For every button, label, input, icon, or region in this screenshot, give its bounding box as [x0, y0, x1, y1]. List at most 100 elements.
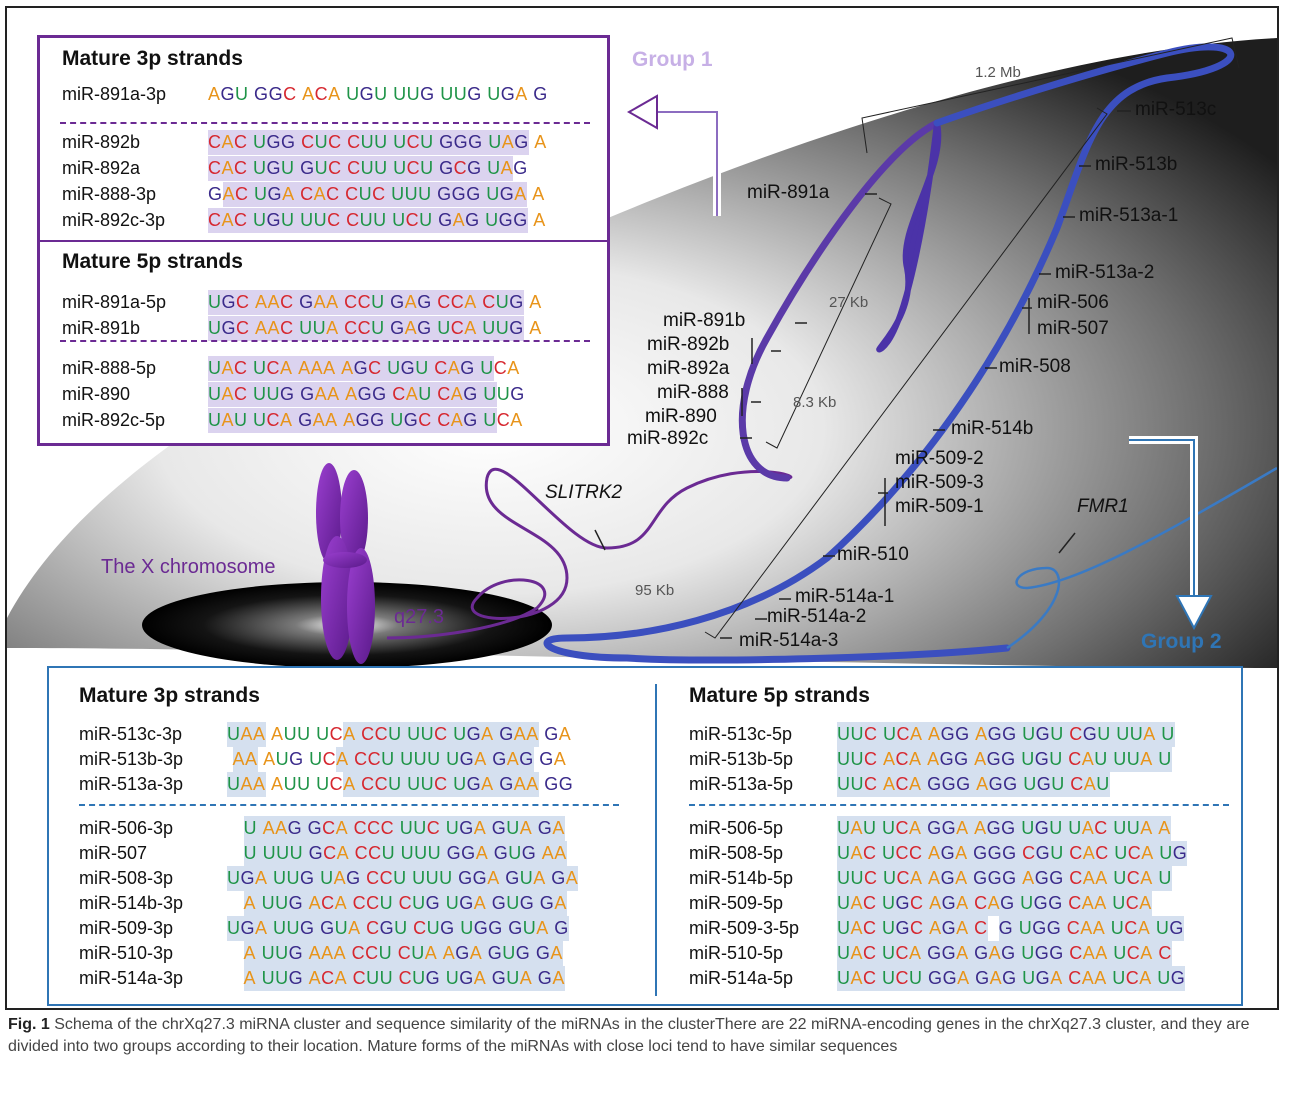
mirna-name: miR-509-3-5p — [689, 918, 800, 938]
mirna-name: miR-888-3p — [62, 184, 157, 204]
group2-arrow — [1129, 436, 1213, 631]
mirna-name: miR-888-5p — [62, 358, 157, 378]
mirna-sequence: A UUG AAA CCU CUA AGA GUG GA — [227, 941, 563, 966]
mirna-name: miR-509-3p — [79, 918, 174, 938]
locus-label: miR-510 — [837, 544, 909, 565]
locus-label: miR-513a-1 — [1079, 205, 1179, 226]
mirna-sequence: UAC UUG GAA AGG CAU CAG UUG — [208, 382, 525, 407]
caption-text: Schema of the chrXq27.3 miRNA cluster an… — [8, 1016, 1250, 1055]
mirna-sequence: U AAG GCA CCC UUC UGA GUA GA — [227, 816, 565, 841]
divider — [40, 240, 607, 242]
mirna-name: miR-892b — [62, 132, 141, 152]
caption-label: Fig. 1 — [8, 1016, 50, 1033]
locus-label: miR-892a — [647, 358, 730, 379]
locus-label: miR-514a-3 — [739, 630, 839, 651]
mirna-name: miR-514b-5p — [689, 868, 794, 888]
mirna-sequence: UGC AAC UUA CCU GAG UCA UUG A — [208, 316, 542, 341]
mirna-sequence: UUC ACA GGG AGG UGU CAU — [837, 772, 1110, 797]
mirna-sequence: UGC AAC GAA CCU GAG CCA CUG A — [208, 290, 542, 315]
mirna-name: miR-513b-3p — [79, 749, 184, 769]
divider — [689, 804, 1229, 806]
mirna-name: miR-891a-3p — [62, 84, 167, 104]
mirna-sequence: UAC UCU GGA GAG UGA CAA UCA UG — [837, 966, 1186, 991]
mirna-name: miR-510-3p — [79, 943, 174, 963]
mirna-sequence: UGA UUG UAG CCU UUU GGA GUA GA — [227, 866, 579, 891]
span-95kb — [704, 107, 1108, 639]
mirna-sequence: CAC UGU GUC CUU UCU GCG UAG — [208, 156, 528, 181]
locus-label: miR-509-2 — [895, 448, 984, 469]
mirna-name: miR-510-5p — [689, 943, 784, 963]
mirna-sequence: UGA UUG GUA CGU CUG UGG GUA G — [227, 916, 569, 941]
mirna-sequence: AGU GGC ACA UGU UUG UUG UGA G — [208, 84, 548, 104]
mirna-name: miR-513a-3p — [79, 774, 184, 794]
span-95kb-label: 95 Kb — [635, 582, 675, 599]
locus-label: miR-514a-2 — [767, 606, 867, 627]
locus-label: miR-892b — [647, 334, 730, 355]
mirna-name: miR-508-5p — [689, 843, 784, 863]
mirna-name: miR-891b — [62, 318, 141, 338]
group2-5p-heading: Mature 5p strands — [689, 684, 870, 707]
mirna-name: miR-513c-5p — [689, 724, 793, 744]
figure-frame: 1.2 Mb 27 Kb 8.3 Kb 95 Kb Group 1 Group … — [5, 6, 1279, 1010]
figure-caption: Fig. 1 Schema of the chrXq27.3 miRNA clu… — [8, 1014, 1278, 1058]
slitrk2-label: SLITRK2 — [545, 482, 623, 503]
group2-3p-heading: Mature 3p strands — [79, 684, 260, 707]
mirna-sequence: UAU UCA GGA AGG UGU UAC UUA A — [837, 816, 1171, 841]
mirna-sequence: UUC UCA AGA GGG AGG CAA UCA U — [837, 866, 1172, 891]
group2-sequence-panel: Mature 3p strands Mature 5p strands miR-… — [47, 666, 1243, 1006]
span-1-2mb — [861, 37, 1240, 154]
mirna-sequence: UUC UCA AGG AGG UGU CGU UUA U — [837, 722, 1175, 747]
locus-label: miR-506 — [1037, 292, 1109, 313]
locus-label: miR-509-3 — [895, 472, 984, 493]
group1-thread — [738, 119, 941, 482]
locus-label: miR-892c — [627, 428, 709, 449]
fmr1-thread — [1006, 466, 1277, 650]
span-8-3kb-label: 8.3 Kb — [793, 394, 837, 411]
group2-label: Group 2 — [1141, 630, 1222, 653]
locus-label: miR-513c — [1135, 99, 1217, 120]
chromosome-schematic — [7, 37, 1277, 668]
mirna-name: miR-513c-3p — [79, 724, 183, 744]
divider — [60, 122, 590, 124]
mirna-name: miR-892a — [62, 158, 141, 178]
locus-label: miR-509-1 — [895, 496, 984, 517]
mirna-sequence: A UUG ACA CCU CUG UGA GUG GA — [227, 891, 567, 916]
span-1-2mb-label: 1.2 Mb — [975, 64, 1021, 81]
mirna-sequence: UAC UCA GGA GAG UGG CAA UCA C — [837, 941, 1172, 966]
mirna-name: miR-506-5p — [689, 818, 784, 838]
mirna-name: miR-890 — [62, 384, 131, 404]
mirna-name: miR-514a-5p — [689, 968, 794, 988]
group1-arrow — [626, 94, 721, 216]
divider — [60, 340, 590, 342]
group1-3p-heading: Mature 3p strands — [62, 47, 243, 70]
mirna-sequence: UAA AUU UCA CCU UUC UGA GAA GA — [227, 722, 571, 747]
span-27kb — [765, 197, 892, 449]
mirna-sequence: A UUG ACA CUU CUG UGA GUA GA — [227, 966, 565, 991]
locus-label: miR-513a-2 — [1055, 262, 1155, 283]
mirna-sequence: UAA AUU UCA CCU UUC UGA GAA GG — [227, 772, 573, 797]
mirna-name: miR-513a-5p — [689, 774, 794, 794]
mirna-sequence: UUC ACA AGG AGG UGU CAU UUA U — [837, 747, 1172, 772]
locus-label: miR-514b — [951, 418, 1034, 439]
mirna-name: miR-891a-5p — [62, 292, 167, 312]
locus-label: miR-888 — [657, 382, 729, 403]
mirna-name: miR-508-3p — [79, 868, 174, 888]
group1-loop — [876, 122, 942, 353]
locus-label: miR-507 — [1037, 318, 1109, 339]
locus-label: miR-513b — [1095, 154, 1178, 175]
mirna-sequence: UAC UGC AGA C G UGG CAA UCA UG — [837, 916, 1184, 941]
group1-label: Group 1 — [632, 48, 713, 71]
mirna-sequence: UAC UGC AGA CAG UGG CAA UCA — [837, 891, 1152, 916]
mirna-name: miR-507 — [79, 843, 148, 863]
x-chromosome-shape — [316, 463, 375, 664]
mirna-name: miR-514b-3p — [79, 893, 184, 913]
group1-sequence-panel: Mature 3p strands miR-891a-3p AGU GGC ACA… — [37, 35, 610, 446]
mirna-sequence: UAU UCA GAA AGG UGC CAG UCA — [208, 408, 523, 433]
locus-label: miR-508 — [999, 356, 1071, 377]
mirna-sequence: AA AUG UCA CCU UUU UGA GAG GA — [227, 747, 566, 772]
mirna-name: miR-892c-5p — [62, 410, 166, 430]
mirna-name: miR-892c-3p — [62, 210, 166, 230]
x-chromosome-label: The X chromosome — [101, 556, 276, 578]
divider — [79, 804, 619, 806]
mirna-sequence: CAC UGG CUC CUU UCU GGG UAG A — [208, 130, 547, 155]
